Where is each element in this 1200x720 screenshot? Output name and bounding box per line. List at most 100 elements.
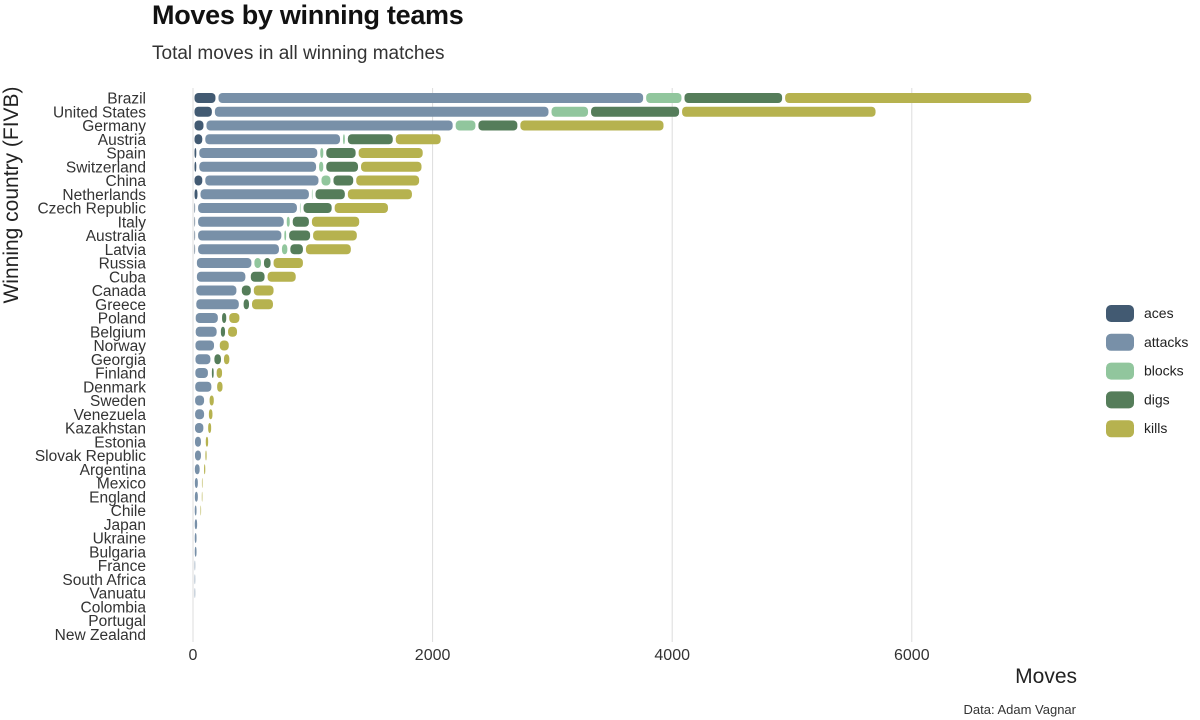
bar-attacks xyxy=(198,203,297,213)
bar-kills xyxy=(267,271,296,282)
bar-attacks xyxy=(195,395,205,406)
bar-digs xyxy=(222,313,227,323)
bar-attacks xyxy=(198,244,279,255)
bar-kills xyxy=(347,189,412,200)
legend-swatch-digs xyxy=(1106,391,1134,409)
bar-digs xyxy=(263,258,271,268)
bar-kills xyxy=(313,230,357,241)
bar-kills xyxy=(311,216,360,227)
bar-kills xyxy=(395,134,441,145)
bar-aces xyxy=(194,189,198,200)
bar-digs xyxy=(684,93,783,103)
bar-kills xyxy=(208,423,212,433)
bar-digs xyxy=(211,368,214,378)
bar-attacks xyxy=(205,134,341,145)
bar-kills xyxy=(200,505,202,516)
y-tick-label: Poland xyxy=(98,311,146,328)
bar-kills xyxy=(216,368,223,378)
y-tick-label: Kazakhstan xyxy=(65,421,146,438)
bar-attacks xyxy=(199,148,318,158)
bar-kills xyxy=(208,409,213,420)
legend-label-blocks: blocks xyxy=(1144,363,1184,379)
bar-digs xyxy=(333,175,354,186)
y-tick-label: Georgia xyxy=(91,352,147,369)
bar-digs xyxy=(290,244,303,255)
y-tick-label: Colombia xyxy=(81,599,147,616)
y-tick-label: Bulgaria xyxy=(89,544,146,561)
bar-attacks xyxy=(195,326,217,337)
bar-kills xyxy=(361,161,422,172)
bar-aces xyxy=(194,106,212,117)
bar-blocks xyxy=(284,230,287,241)
bar-digs xyxy=(292,216,309,227)
bar-digs xyxy=(241,285,251,296)
y-tick-label: Mexico xyxy=(97,476,146,493)
y-tick-label: Germany xyxy=(82,118,146,135)
bar-digs xyxy=(591,106,680,117)
bar-digs xyxy=(220,326,226,337)
bar-blocks xyxy=(551,106,589,117)
bar-attacks xyxy=(194,546,197,557)
bar-attacks xyxy=(194,588,196,598)
y-tick-label: Brazil xyxy=(107,91,146,108)
bar-kills xyxy=(205,450,207,461)
y-axis-title: Winning country (FIVB) xyxy=(0,86,23,303)
bar-blocks xyxy=(281,244,288,255)
chart-title: Moves by winning teams xyxy=(152,0,464,30)
y-tick-label: Austria xyxy=(98,132,147,149)
bar-aces xyxy=(194,161,197,172)
bar-digs xyxy=(478,120,518,131)
bar-blocks xyxy=(319,161,324,172)
bar-attacks xyxy=(196,271,246,282)
bar-digs xyxy=(250,271,265,282)
y-tick-label: Czech Republic xyxy=(37,201,146,218)
y-tick-label: Australia xyxy=(86,228,147,245)
bar-kills xyxy=(229,313,240,323)
bar-blocks xyxy=(343,134,345,145)
bar-attacks xyxy=(218,93,644,103)
y-tick-label: Belgium xyxy=(90,324,146,341)
bar-attacks xyxy=(199,161,317,172)
y-tick-label: Greece xyxy=(95,297,146,314)
legend-label-aces: aces xyxy=(1144,305,1174,321)
y-tick-label: Switzerland xyxy=(66,159,146,176)
y-tick-label: New Zealand xyxy=(55,627,146,644)
legend-swatch-blocks xyxy=(1106,362,1134,380)
legend-label-digs: digs xyxy=(1144,391,1170,407)
bar-blocks xyxy=(311,189,313,200)
bar-attacks xyxy=(214,106,549,117)
bar-kills xyxy=(223,354,230,365)
y-tick-label: Netherlands xyxy=(62,187,146,204)
bar-kills xyxy=(252,299,273,310)
bar-attacks xyxy=(195,340,215,351)
bar-attacks xyxy=(194,519,198,530)
y-tick-label: Denmark xyxy=(83,379,146,396)
bar-aces xyxy=(194,148,197,158)
bar-attacks xyxy=(196,299,239,310)
y-tick-label: Latvia xyxy=(105,242,147,259)
bar-attacks xyxy=(196,258,252,268)
bar-attacks xyxy=(194,478,198,488)
bar-kills xyxy=(209,395,214,406)
y-tick-label: Finland xyxy=(95,366,146,383)
bar-attacks xyxy=(195,409,205,420)
bar-kills xyxy=(520,120,664,131)
bar-attacks xyxy=(194,491,198,502)
x-tick-label: 4000 xyxy=(654,647,690,664)
bar-kills xyxy=(253,285,274,296)
bar-attacks xyxy=(195,313,218,323)
bar-aces xyxy=(194,175,203,186)
bar-digs xyxy=(347,134,393,145)
y-tick-label: United States xyxy=(53,104,146,121)
bar-aces xyxy=(194,93,216,103)
bar-kills xyxy=(273,258,303,268)
bar-attacks xyxy=(194,436,201,447)
bar-digs xyxy=(326,148,356,158)
bar-blocks xyxy=(455,120,476,131)
bar-kills xyxy=(219,340,229,351)
x-axis-title: Moves xyxy=(1015,665,1077,688)
bar-attacks xyxy=(194,450,201,461)
y-tick-label: Vanuatu xyxy=(89,586,146,603)
